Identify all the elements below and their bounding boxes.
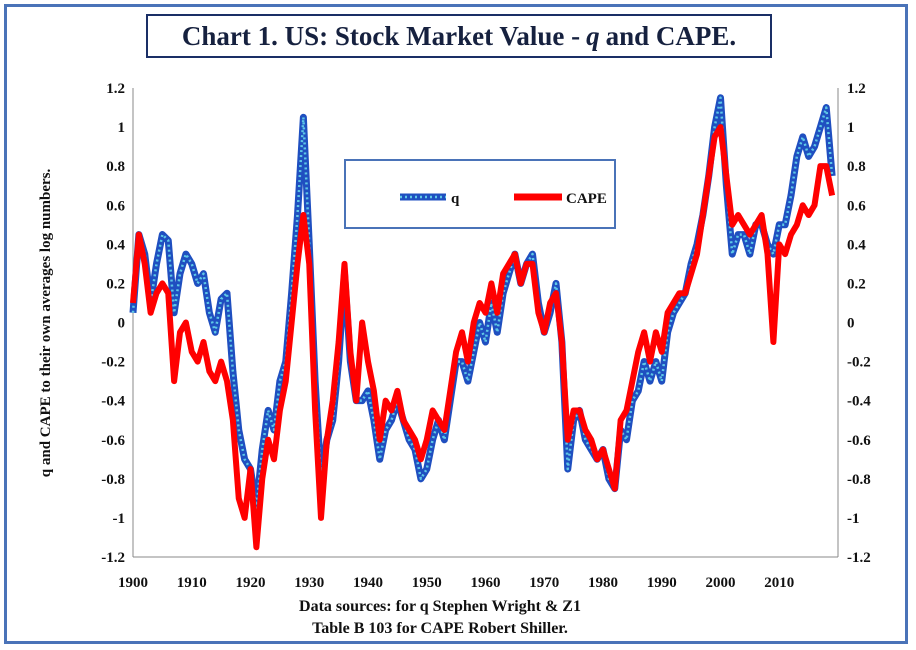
y-tick-label-right: 0.4 [847,237,866,253]
y-tick-label-left: -1 [113,511,126,527]
y-tick-label-left: 1.2 [106,81,125,97]
x-tick-label: 1900 [118,575,148,591]
y-tick-label-left: -1.2 [101,550,125,566]
y-tick-label-left: 0 [118,316,126,332]
series-layer [129,94,836,551]
x-tick-label: 2010 [764,575,794,591]
source-line-1: Data sources: for q Stephen Wright & Z1 [299,598,581,615]
y-tick-label-right: 1 [847,120,855,136]
y-tick-label-left: -0.6 [101,433,125,449]
y-axis-label: q and CAPE to their own averages log num… [38,169,54,478]
x-tick-label: 1960 [471,575,501,591]
y-tick-label-right: -1.2 [847,550,871,566]
chart-frame [4,4,908,644]
y-tick-label-right: 0.8 [847,159,866,175]
axis-lines [132,88,839,558]
y-tick-label-left: -0.2 [101,355,125,371]
x-tick-label: 2000 [706,575,736,591]
x-tick-label: 1980 [588,575,618,591]
y-tick-label-right: -0.6 [847,433,871,449]
x-tick-label: 1910 [177,575,207,591]
legend: q CAPE [344,159,616,229]
x-tick-label: 1940 [353,575,383,591]
chart-title-italic: q [586,20,600,51]
y-tick-label-left: 1 [118,120,126,136]
y-tick-label-right: 0.6 [847,198,866,214]
y-tick-label-left: -0.8 [101,472,125,488]
y-tick-label-right: -0.2 [847,355,871,371]
x-tick-label: 1930 [294,575,324,591]
chart-title: Chart 1. US: Stock Market Value - q and C… [146,14,772,58]
y-tick-label-right: 1.2 [847,81,866,97]
series-cape-line [130,124,836,551]
tick-labels: 1.2 1.2 1 1 0.8 0.8 0.6 0.6 0.4 0.4 0.2 0.2 0 0 -0.2 -0… [101,81,871,591]
y-tick-label-right: -0.8 [847,472,871,488]
y-tick-label-left: -0.4 [101,394,125,410]
legend-box [344,159,616,229]
x-tick-label: 1950 [412,575,442,591]
y-tick-label-right: 0.2 [847,276,866,292]
x-tick-label: 1920 [236,575,266,591]
y-tick-label-right: -1 [847,511,860,527]
y-tick-label-left: 0.4 [106,237,125,253]
chart-title-prefix: Chart 1. US: Stock Market Value - [181,20,581,51]
y-tick-label-right: 0 [847,316,855,332]
x-tick-label: 1970 [529,575,559,591]
source-line-2: Table B 103 for CAPE Robert Shiller. [312,620,568,637]
x-tick-label: 1990 [647,575,677,591]
legend-label-cape: CAPE [566,191,607,207]
y-tick-label-left: 0.6 [106,198,125,214]
chart-title-suffix: and CAPE. [605,20,737,51]
y-tick-label-left: 0.2 [106,276,125,292]
y-tick-label-right: -0.4 [847,394,871,410]
y-tick-label-left: 0.8 [106,159,125,175]
legend-label-q: q [451,191,460,207]
